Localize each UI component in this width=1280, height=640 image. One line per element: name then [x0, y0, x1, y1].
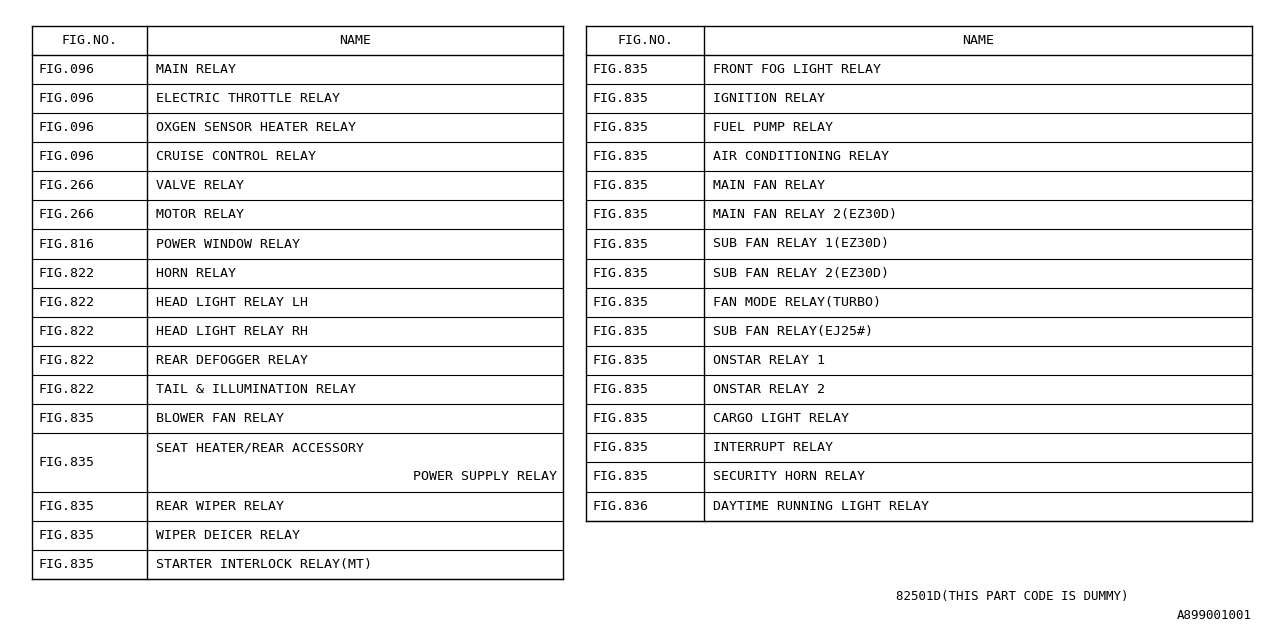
Text: MAIN FAN RELAY: MAIN FAN RELAY — [713, 179, 826, 192]
Text: MAIN RELAY: MAIN RELAY — [156, 63, 237, 76]
Text: MOTOR RELAY: MOTOR RELAY — [156, 209, 244, 221]
Text: ONSTAR RELAY 2: ONSTAR RELAY 2 — [713, 383, 826, 396]
Text: FIG.835: FIG.835 — [593, 92, 649, 105]
Text: OXGEN SENSOR HEATER RELAY: OXGEN SENSOR HEATER RELAY — [156, 121, 356, 134]
Text: CRUISE CONTROL RELAY: CRUISE CONTROL RELAY — [156, 150, 316, 163]
Text: IGNITION RELAY: IGNITION RELAY — [713, 92, 826, 105]
Text: FIG.835: FIG.835 — [593, 150, 649, 163]
Text: HEAD LIGHT RELAY LH: HEAD LIGHT RELAY LH — [156, 296, 308, 308]
Text: VALVE RELAY: VALVE RELAY — [156, 179, 244, 192]
Text: FIG.835: FIG.835 — [593, 354, 649, 367]
Text: FIG.822: FIG.822 — [38, 354, 95, 367]
Text: FIG.NO.: FIG.NO. — [617, 34, 673, 47]
Text: FIG.835: FIG.835 — [593, 179, 649, 192]
Text: SUB FAN RELAY(EJ25#): SUB FAN RELAY(EJ25#) — [713, 325, 873, 338]
Text: SECURITY HORN RELAY: SECURITY HORN RELAY — [713, 470, 865, 483]
Text: FIG.822: FIG.822 — [38, 383, 95, 396]
Text: FIG.835: FIG.835 — [593, 267, 649, 280]
Text: DAYTIME RUNNING LIGHT RELAY: DAYTIME RUNNING LIGHT RELAY — [713, 500, 929, 513]
Text: HEAD LIGHT RELAY RH: HEAD LIGHT RELAY RH — [156, 325, 308, 338]
Text: SEAT HEATER/REAR ACCESSORY: SEAT HEATER/REAR ACCESSORY — [156, 442, 365, 454]
Text: FIG.835: FIG.835 — [593, 383, 649, 396]
Text: ONSTAR RELAY 1: ONSTAR RELAY 1 — [713, 354, 826, 367]
Text: FIG.835: FIG.835 — [38, 558, 95, 571]
Text: FIG.835: FIG.835 — [593, 325, 649, 338]
Text: NAME: NAME — [963, 34, 995, 47]
Text: FIG.835: FIG.835 — [593, 296, 649, 308]
Text: FRONT FOG LIGHT RELAY: FRONT FOG LIGHT RELAY — [713, 63, 881, 76]
Text: FIG.835: FIG.835 — [38, 456, 95, 469]
Text: FIG.835: FIG.835 — [593, 412, 649, 425]
Text: FIG.822: FIG.822 — [38, 296, 95, 308]
Text: FIG.096: FIG.096 — [38, 63, 95, 76]
Text: FIG.835: FIG.835 — [38, 412, 95, 425]
Text: POWER SUPPLY RELAY: POWER SUPPLY RELAY — [412, 470, 557, 483]
Text: FIG.NO.: FIG.NO. — [61, 34, 118, 47]
Text: FIG.835: FIG.835 — [593, 63, 649, 76]
Text: POWER WINDOW RELAY: POWER WINDOW RELAY — [156, 237, 301, 250]
Text: FIG.266: FIG.266 — [38, 209, 95, 221]
Text: REAR WIPER RELAY: REAR WIPER RELAY — [156, 500, 284, 513]
Text: MAIN FAN RELAY 2(EZ30D): MAIN FAN RELAY 2(EZ30D) — [713, 209, 897, 221]
Text: FIG.835: FIG.835 — [593, 470, 649, 483]
Text: STARTER INTERLOCK RELAY(MT): STARTER INTERLOCK RELAY(MT) — [156, 558, 372, 571]
Text: FIG.835: FIG.835 — [593, 442, 649, 454]
Text: 82501D(THIS PART CODE IS DUMMY): 82501D(THIS PART CODE IS DUMMY) — [896, 590, 1129, 603]
Text: FIG.835: FIG.835 — [38, 500, 95, 513]
Text: ELECTRIC THROTTLE RELAY: ELECTRIC THROTTLE RELAY — [156, 92, 340, 105]
Text: SUB FAN RELAY 2(EZ30D): SUB FAN RELAY 2(EZ30D) — [713, 267, 890, 280]
Text: FIG.835: FIG.835 — [593, 237, 649, 250]
Text: FIG.816: FIG.816 — [38, 237, 95, 250]
Text: TAIL & ILLUMINATION RELAY: TAIL & ILLUMINATION RELAY — [156, 383, 356, 396]
Text: FUEL PUMP RELAY: FUEL PUMP RELAY — [713, 121, 833, 134]
Text: CARGO LIGHT RELAY: CARGO LIGHT RELAY — [713, 412, 849, 425]
Text: NAME: NAME — [339, 34, 371, 47]
Text: FIG.096: FIG.096 — [38, 150, 95, 163]
Text: FIG.835: FIG.835 — [593, 209, 649, 221]
Text: FIG.096: FIG.096 — [38, 92, 95, 105]
Text: FIG.096: FIG.096 — [38, 121, 95, 134]
Text: FIG.836: FIG.836 — [593, 500, 649, 513]
Text: FIG.822: FIG.822 — [38, 267, 95, 280]
Text: INTERRUPT RELAY: INTERRUPT RELAY — [713, 442, 833, 454]
Text: FIG.835: FIG.835 — [38, 529, 95, 541]
Text: FAN MODE RELAY(TURBO): FAN MODE RELAY(TURBO) — [713, 296, 881, 308]
Text: REAR DEFOGGER RELAY: REAR DEFOGGER RELAY — [156, 354, 308, 367]
Text: FIG.822: FIG.822 — [38, 325, 95, 338]
Text: A899001001: A899001001 — [1176, 609, 1252, 622]
Text: HORN RELAY: HORN RELAY — [156, 267, 237, 280]
Text: FIG.835: FIG.835 — [593, 121, 649, 134]
Text: SUB FAN RELAY 1(EZ30D): SUB FAN RELAY 1(EZ30D) — [713, 237, 890, 250]
Text: WIPER DEICER RELAY: WIPER DEICER RELAY — [156, 529, 301, 541]
Text: FIG.266: FIG.266 — [38, 179, 95, 192]
Text: BLOWER FAN RELAY: BLOWER FAN RELAY — [156, 412, 284, 425]
Text: AIR CONDITIONING RELAY: AIR CONDITIONING RELAY — [713, 150, 890, 163]
